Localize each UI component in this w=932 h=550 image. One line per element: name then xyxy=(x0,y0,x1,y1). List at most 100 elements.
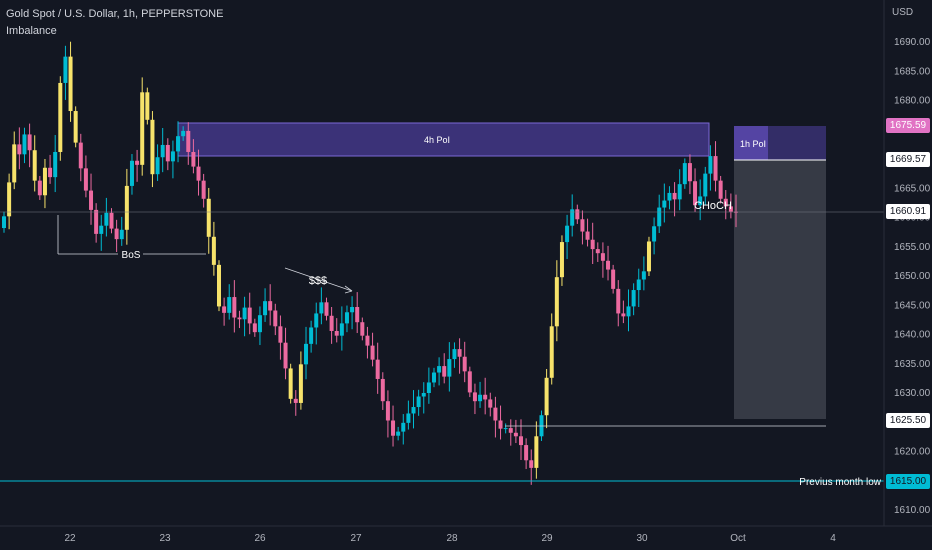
candle-body[interactable] xyxy=(590,239,595,250)
candle-body[interactable] xyxy=(191,151,196,167)
candle-body[interactable] xyxy=(431,372,436,383)
candle-body[interactable] xyxy=(304,343,309,365)
candle-body[interactable] xyxy=(324,302,329,316)
candle-body[interactable] xyxy=(42,167,47,196)
candle-body[interactable] xyxy=(662,200,667,208)
candle-body[interactable] xyxy=(216,264,221,307)
candle-body[interactable] xyxy=(17,144,22,155)
candle-body[interactable] xyxy=(401,422,406,432)
candle-body[interactable] xyxy=(150,119,155,175)
candle-body[interactable] xyxy=(437,366,442,373)
candle-body[interactable] xyxy=(472,392,477,402)
candle-body[interactable] xyxy=(687,163,692,182)
candle-body[interactable] xyxy=(257,315,262,333)
candle-body[interactable] xyxy=(391,420,396,436)
candle-body[interactable] xyxy=(636,279,641,291)
candle-body[interactable] xyxy=(508,428,513,433)
indicator-label[interactable]: Imbalance xyxy=(6,25,57,37)
candle-body[interactable] xyxy=(380,378,385,402)
candle-body[interactable] xyxy=(68,56,73,112)
candle-body[interactable] xyxy=(652,226,657,242)
candle-body[interactable] xyxy=(483,394,488,400)
candle-body[interactable] xyxy=(554,277,559,327)
candle-body[interactable] xyxy=(124,185,129,230)
candle-body[interactable] xyxy=(565,225,570,243)
candle-body[interactable] xyxy=(12,144,17,183)
candle-body[interactable] xyxy=(585,231,590,240)
candle-body[interactable] xyxy=(452,349,457,360)
candle-body[interactable] xyxy=(693,181,698,206)
candle-body[interactable] xyxy=(442,366,447,377)
candle-body[interactable] xyxy=(155,157,160,175)
candle-body[interactable] xyxy=(544,377,549,416)
candle-body[interactable] xyxy=(242,307,247,320)
candle-body[interactable] xyxy=(140,92,145,165)
candle-body[interactable] xyxy=(713,156,718,181)
candle-body[interactable] xyxy=(708,156,713,174)
candle-body[interactable] xyxy=(524,445,529,461)
candle-body[interactable] xyxy=(355,307,360,323)
candle-body[interactable] xyxy=(181,130,186,137)
candle-body[interactable] xyxy=(421,393,426,397)
candle-body[interactable] xyxy=(447,359,452,377)
candle-body[interactable] xyxy=(268,301,273,311)
candle-body[interactable] xyxy=(513,432,518,437)
candle-body[interactable] xyxy=(94,209,99,234)
candle-body[interactable] xyxy=(503,428,508,430)
candle-body[interactable] xyxy=(145,92,150,120)
candle-body[interactable] xyxy=(570,209,575,226)
candle-body[interactable] xyxy=(334,330,339,336)
candle-body[interactable] xyxy=(2,216,6,229)
candle-body[interactable] xyxy=(298,364,303,403)
candle-body[interactable] xyxy=(135,160,140,165)
candle-body[interactable] xyxy=(206,198,211,237)
candle-body[interactable] xyxy=(109,212,114,229)
candle-body[interactable] xyxy=(119,229,124,240)
position-target-box[interactable] xyxy=(734,160,826,419)
candle-body[interactable] xyxy=(160,144,165,158)
candle-body[interactable] xyxy=(723,198,728,207)
candle-body[interactable] xyxy=(575,209,580,220)
candle-body[interactable] xyxy=(247,307,252,324)
candle-body[interactable] xyxy=(667,192,672,201)
candle-body[interactable] xyxy=(37,180,42,196)
candle-body[interactable] xyxy=(718,180,723,199)
candle-body[interactable] xyxy=(104,212,109,226)
candle-body[interactable] xyxy=(78,142,83,169)
candle-body[interactable] xyxy=(278,326,283,343)
candle-body[interactable] xyxy=(519,436,524,446)
candle-body[interactable] xyxy=(309,327,314,344)
candle-body[interactable] xyxy=(314,313,319,328)
candle-body[interactable] xyxy=(493,407,498,421)
candle-body[interactable] xyxy=(350,307,355,313)
candle-body[interactable] xyxy=(227,297,232,313)
candle-body[interactable] xyxy=(32,150,37,181)
candle-body[interactable] xyxy=(559,242,564,278)
candle-body[interactable] xyxy=(595,249,600,254)
candle-body[interactable] xyxy=(682,163,687,185)
candle-body[interactable] xyxy=(58,82,63,152)
candle-body[interactable] xyxy=(293,398,298,403)
candle-body[interactable] xyxy=(467,371,472,393)
candle-body[interactable] xyxy=(677,184,682,200)
candle-body[interactable] xyxy=(611,269,616,289)
zone-4h-poi[interactable] xyxy=(177,122,710,157)
candle-body[interactable] xyxy=(606,260,611,270)
candle-body[interactable] xyxy=(406,413,411,423)
candle-body[interactable] xyxy=(621,313,626,317)
candle-body[interactable] xyxy=(385,401,390,421)
candle-body[interactable] xyxy=(631,290,636,307)
candle-body[interactable] xyxy=(416,396,421,408)
candle-body[interactable] xyxy=(83,168,88,191)
candle-body[interactable] xyxy=(646,241,651,272)
candle-body[interactable] xyxy=(375,359,380,379)
candle-body[interactable] xyxy=(534,436,539,468)
candle-body[interactable] xyxy=(529,460,534,468)
candle-body[interactable] xyxy=(600,253,605,261)
candle-body[interactable] xyxy=(339,323,344,336)
candle-body[interactable] xyxy=(498,420,503,429)
candle-body[interactable] xyxy=(616,288,621,314)
candle-body[interactable] xyxy=(48,167,53,178)
candle-body[interactable] xyxy=(365,335,370,346)
